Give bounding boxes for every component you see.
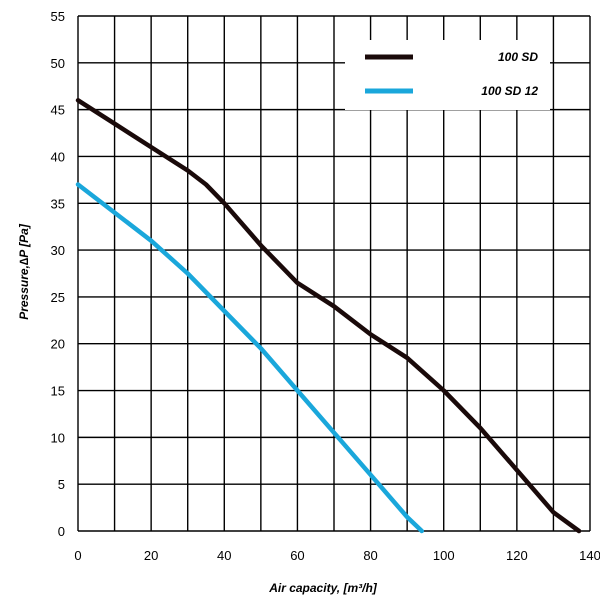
y-tick-label: 25 xyxy=(51,290,65,305)
y-tick-label: 30 xyxy=(51,243,65,258)
y-tick-label: 10 xyxy=(51,430,65,445)
y-tick-label: 55 xyxy=(51,9,65,24)
x-tick-label: 60 xyxy=(290,548,304,563)
legend-label-100-sd: 100 SD xyxy=(498,50,538,64)
y-tick-label: 45 xyxy=(51,103,65,118)
y-tick-label: 50 xyxy=(51,56,65,71)
y-tick-label: 5 xyxy=(58,477,65,492)
legend-label-100-sd-12: 100 SD 12 xyxy=(481,84,538,98)
x-tick-label: 140 xyxy=(579,548,600,563)
x-tick-label: 20 xyxy=(144,548,158,563)
y-axis-title: Pressure,∆P [Pa] xyxy=(17,223,31,320)
legend: 100 SD 100 SD 12 xyxy=(345,40,550,110)
x-tick-label: 100 xyxy=(433,548,455,563)
x-tick-label: 80 xyxy=(363,548,377,563)
y-tick-label: 0 xyxy=(58,524,65,539)
y-tick-label: 35 xyxy=(51,196,65,211)
series-lines xyxy=(75,98,582,534)
y-tick-label: 20 xyxy=(51,337,65,352)
x-tick-label: 40 xyxy=(217,548,231,563)
y-tick-label: 40 xyxy=(51,149,65,164)
y-tick-label: 15 xyxy=(51,384,65,399)
series-line-100-sd xyxy=(75,98,582,534)
series-line-100-sd-12 xyxy=(75,182,425,534)
x-tick-label: 0 xyxy=(74,548,81,563)
x-axis-title: Air capacity, [m³/h] xyxy=(268,581,378,595)
axis-ticks: 0 20 40 60 80 100 120 140 0 5 10 15 20 25 30 35 40 45 50 55 xyxy=(51,9,600,563)
legend-box xyxy=(345,40,550,110)
x-tick-label: 120 xyxy=(506,548,528,563)
